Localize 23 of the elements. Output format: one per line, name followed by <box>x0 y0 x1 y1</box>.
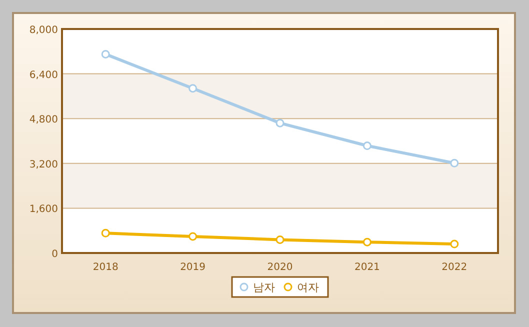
point <box>362 238 372 246</box>
y-tick-label: 1,600 <box>29 204 58 216</box>
legend-label: 남자 <box>253 281 275 294</box>
x-tick-label: 2020 <box>267 262 293 273</box>
y-tick-label: 6,400 <box>29 70 58 81</box>
point <box>101 50 110 58</box>
point <box>101 228 110 238</box>
x-tick-label: 2018 <box>92 262 118 273</box>
point <box>276 118 284 128</box>
point <box>276 235 284 244</box>
x-tick-label: 2019 <box>180 262 206 273</box>
y-tick-label: 8,000 <box>29 25 58 36</box>
point <box>188 232 198 241</box>
point <box>188 84 198 93</box>
y-tick-label: 0 <box>52 249 58 260</box>
x-tick-label: 2022 <box>442 262 468 273</box>
x-tick-label: 2021 <box>354 262 380 273</box>
point <box>450 158 459 168</box>
point <box>450 240 459 248</box>
point <box>362 142 372 150</box>
legend-label: 여자 <box>297 281 319 294</box>
y-tick-label: 4,800 <box>29 114 58 126</box>
y-tick-label: 3,200 <box>29 159 58 170</box>
